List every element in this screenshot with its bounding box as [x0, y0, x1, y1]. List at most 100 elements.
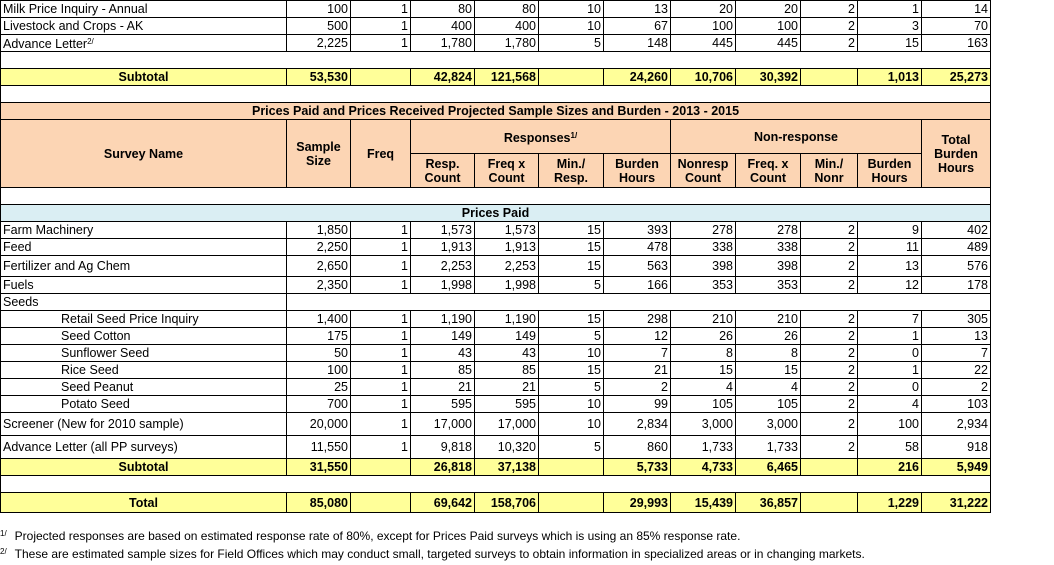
value-cell: 99	[603, 395, 671, 413]
header-text: Burden	[934, 146, 978, 161]
value-cell: 2,253	[474, 255, 539, 277]
empty-cell	[800, 458, 858, 476]
survey-name: Advance Letter (all PP surveys)	[0, 435, 287, 459]
table-row: Potato Seed 700 1 595 595 10 99 105 105 2 4 103	[0, 395, 991, 413]
survey-name: Screener (New for 2010 sample)	[0, 412, 287, 436]
value-cell: 7	[921, 344, 991, 362]
value-cell: 100	[735, 17, 801, 35]
value-cell: 595	[474, 395, 539, 413]
table-row: Advance Letter2/2,225 1 1,780 1,780 5 148 445 4…	[0, 34, 991, 52]
value-cell: 17,000	[474, 412, 539, 436]
header-cell: Nonresp Count	[670, 153, 736, 188]
value-cell: 1	[857, 361, 922, 379]
value-cell: 2	[800, 361, 858, 379]
value-cell: 4,733	[670, 458, 736, 476]
value-cell: 21	[410, 378, 475, 396]
value-cell: 2	[800, 34, 858, 52]
value-cell: 1	[350, 361, 411, 379]
value-cell: 2	[603, 378, 671, 396]
table-row: Subtotal 53,530 42,824 121,568 24,260 10,706 3…	[0, 68, 991, 86]
value-cell: 69,642	[410, 492, 475, 513]
survey-name: Potato Seed	[0, 395, 287, 413]
value-cell: 1,780	[474, 34, 539, 52]
value-cell: 9	[857, 221, 922, 239]
footnote-text: These are estimated sample sizes for Fie…	[14, 547, 865, 561]
value-cell: 10	[538, 17, 604, 35]
value-cell: 26	[735, 327, 801, 345]
value-cell: 3,000	[670, 412, 736, 436]
value-cell: 103	[921, 395, 991, 413]
value-cell: 2	[921, 378, 991, 396]
empty-cell	[538, 458, 604, 476]
value-cell: 353	[670, 276, 736, 294]
value-cell: 30,392	[735, 68, 801, 86]
value-cell: 9,818	[410, 435, 475, 459]
header-cell: Freq. x Count	[735, 153, 801, 188]
empty-cell	[350, 492, 411, 513]
value-cell: 10	[538, 395, 604, 413]
value-cell: 43	[474, 344, 539, 362]
value-cell: 12	[603, 327, 671, 345]
value-cell: 1	[350, 0, 411, 18]
value-cell: 2	[800, 435, 858, 459]
section-label: Prices Paid	[0, 204, 991, 222]
value-cell: 8	[670, 344, 736, 362]
survey-name-text: Retail Seed Price Inquiry	[61, 312, 199, 326]
value-cell: 1	[350, 238, 411, 256]
value-cell: 15	[735, 361, 801, 379]
value-cell: 7	[603, 344, 671, 362]
survey-name-text: Total	[129, 495, 158, 510]
value-cell: 8	[735, 344, 801, 362]
table-row: Feed 2,250 1 1,913 1,913 15 478 338 338 2 11 489	[0, 238, 991, 256]
value-cell: 5	[538, 435, 604, 459]
table-row: Livestock and Crops - AK 500 1 400 400 10 67 10…	[0, 17, 991, 35]
table-row: Fuels 2,350 1 1,998 1,998 5 166 353 353 2 12 178	[0, 276, 991, 294]
value-cell: 489	[921, 238, 991, 256]
value-cell: 2,225	[286, 34, 351, 52]
empty-cell	[538, 492, 604, 513]
table-row: Seeds	[0, 293, 991, 311]
header-cell: Freq	[350, 119, 411, 188]
value-cell: 11,550	[286, 435, 351, 459]
value-cell: 393	[603, 221, 671, 239]
value-cell: 2	[800, 276, 858, 294]
value-cell: 1,780	[410, 34, 475, 52]
survey-name-text: Advance Letter	[3, 37, 88, 51]
survey-name-text: Potato Seed	[61, 397, 130, 411]
survey-name: Subtotal	[0, 458, 287, 476]
footnote-marker: 1/	[0, 529, 7, 538]
table-row: Screener (New for 2010 sample) 20,000 1 17,…	[0, 412, 991, 436]
header-text: Resp.	[425, 156, 460, 171]
footnote-text: Projected responses are based on estimat…	[14, 529, 741, 543]
value-cell: 15	[538, 310, 604, 328]
value-cell: 2,250	[286, 238, 351, 256]
footnote-marker: 2/	[0, 547, 7, 556]
table-row: Seed Cotton 175 1 149 149 5 12 26 26 2 1 13	[0, 327, 991, 345]
value-cell: 14	[921, 0, 991, 18]
value-cell: 15	[857, 34, 922, 52]
value-cell: 17,000	[410, 412, 475, 436]
value-cell: 149	[474, 327, 539, 345]
value-cell: 1	[857, 0, 922, 18]
empty-cell	[800, 492, 858, 513]
table-body: Milk Price Inquiry - Annual 100 1 80 80 10 13 2…	[0, 0, 991, 513]
value-cell: 2,834	[603, 412, 671, 436]
value-cell: 100	[286, 0, 351, 18]
header-text: Burden	[867, 156, 912, 171]
header-cell: Total Burden Hours	[921, 119, 991, 188]
value-cell: 31,222	[921, 492, 991, 513]
table-row: Milk Price Inquiry - Annual 100 1 80 80 10 13 2…	[0, 0, 991, 18]
value-cell: 43	[410, 344, 475, 362]
value-cell: 25,273	[921, 68, 991, 86]
value-cell: 3,000	[735, 412, 801, 436]
value-cell: 37,138	[474, 458, 539, 476]
value-cell: 12	[857, 276, 922, 294]
empty-cell	[538, 68, 604, 86]
value-cell: 563	[603, 255, 671, 277]
header-text: Hours	[618, 170, 656, 185]
survey-name-text: Milk Price Inquiry - Annual	[3, 2, 148, 16]
survey-name-text: Fuels	[3, 278, 34, 292]
survey-name-text: Subtotal	[118, 70, 169, 84]
value-cell: 1,733	[735, 435, 801, 459]
